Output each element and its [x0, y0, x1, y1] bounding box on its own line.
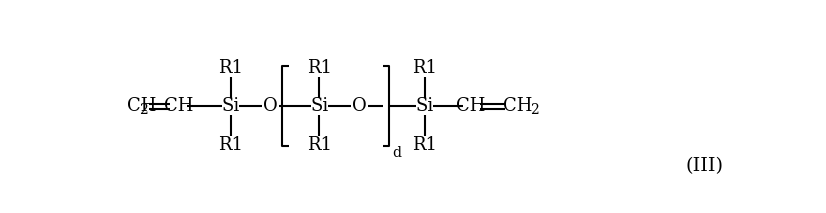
Text: Si: Si — [311, 97, 329, 115]
Text: Si: Si — [221, 97, 240, 115]
Text: R1: R1 — [412, 136, 437, 154]
Text: O: O — [352, 97, 367, 115]
Text: R1: R1 — [218, 136, 244, 154]
Text: CH: CH — [502, 97, 532, 115]
Text: d: d — [392, 146, 401, 160]
Text: CH: CH — [127, 97, 156, 115]
Text: R1: R1 — [218, 59, 244, 77]
Text: 2: 2 — [140, 103, 148, 117]
Text: O: O — [263, 97, 278, 115]
Text: 2: 2 — [529, 103, 539, 117]
Text: R1: R1 — [307, 59, 332, 77]
Text: CH: CH — [164, 97, 193, 115]
Text: R1: R1 — [412, 59, 437, 77]
Text: Si: Si — [415, 97, 434, 115]
Text: CH: CH — [457, 97, 486, 115]
Text: R1: R1 — [307, 136, 332, 154]
Text: (III): (III) — [686, 157, 724, 176]
